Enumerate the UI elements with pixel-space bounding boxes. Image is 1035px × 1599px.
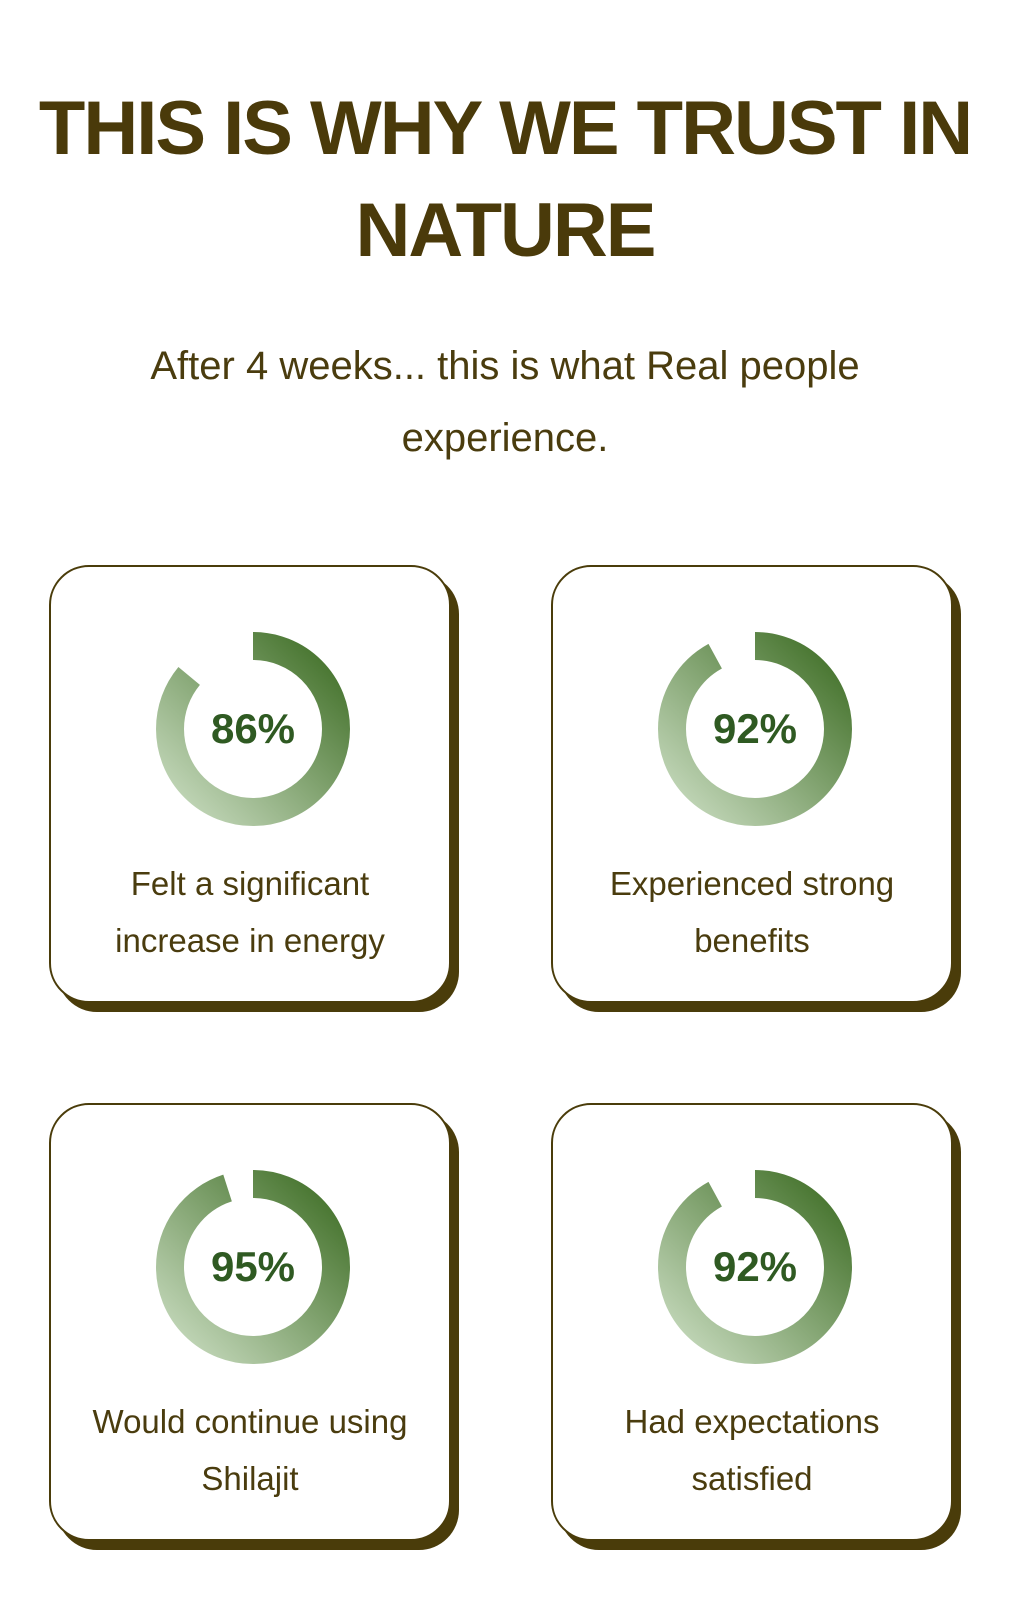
page-subtitle: After 4 weeks... this is what Real peopl…: [150, 344, 860, 460]
stat-card-expectations: 92% Had expectations satisfied: [551, 1103, 953, 1541]
stat-label: Felt a significant increase in energy: [115, 865, 385, 959]
progress-arc: [156, 1170, 350, 1364]
stat-label: Experienced strong benefits: [609, 865, 895, 959]
progress-arc: [658, 1170, 852, 1364]
stat-percent: 86%: [210, 705, 296, 752]
stat-label: Would continue using Shilajit: [92, 1403, 408, 1497]
progress-ring: [153, 1167, 353, 1367]
stat-label: Had expectations satisfied: [624, 1403, 880, 1497]
stat-percent: 95%: [210, 1243, 296, 1290]
progress-ring: [655, 629, 855, 829]
stat-card-continue: 95% Would continue using Shilajit: [49, 1103, 451, 1541]
page-title: THIS IS WHY WE TRUST IN NATURE: [38, 86, 973, 273]
progress-ring: [153, 629, 353, 829]
stat-card-energy: 86% Felt a significant increase in energ…: [49, 565, 451, 1003]
progress-arc: [658, 632, 852, 826]
stat-percent: 92%: [712, 705, 798, 752]
stat-percent: 92%: [712, 1243, 798, 1290]
stat-card-benefits: 92% Experienced strong benefits: [551, 565, 953, 1003]
progress-arc: [156, 632, 350, 826]
progress-ring: [655, 1167, 855, 1367]
